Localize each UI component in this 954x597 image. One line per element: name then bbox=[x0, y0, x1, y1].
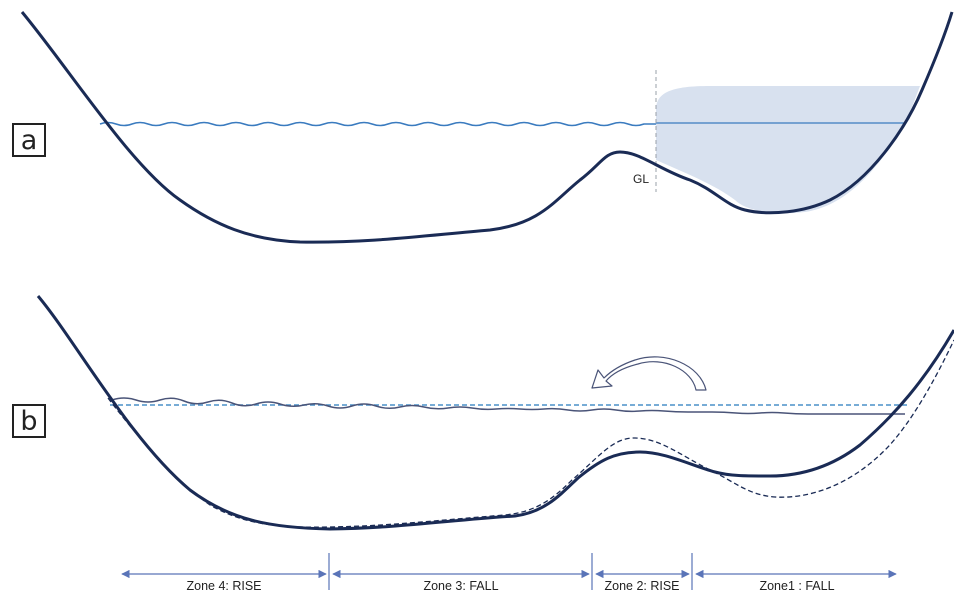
panel-b bbox=[36, 295, 954, 531]
bed-profile-a bbox=[20, 11, 954, 244]
ice-shelf-area bbox=[656, 86, 920, 214]
bed-profile-original-b bbox=[107, 339, 954, 528]
bed-profile-b bbox=[36, 295, 954, 531]
panel-b-label: b bbox=[12, 404, 46, 438]
curved-flow-arrow bbox=[591, 356, 707, 391]
panel-a-label: a bbox=[12, 123, 46, 157]
grounding-line-label: GL bbox=[633, 172, 650, 186]
water-surface-b bbox=[111, 397, 905, 415]
zone-2-label: Zone 2: RISE bbox=[601, 579, 683, 593]
zone-axis bbox=[121, 553, 897, 590]
zone-1-label: Zone1 : FALL bbox=[756, 579, 838, 593]
panel-a bbox=[20, 11, 954, 244]
zone-4-label: Zone 4: RISE bbox=[183, 579, 265, 593]
water-surface-a bbox=[99, 121, 656, 127]
zone-3-label: Zone 3: FALL bbox=[420, 579, 502, 593]
